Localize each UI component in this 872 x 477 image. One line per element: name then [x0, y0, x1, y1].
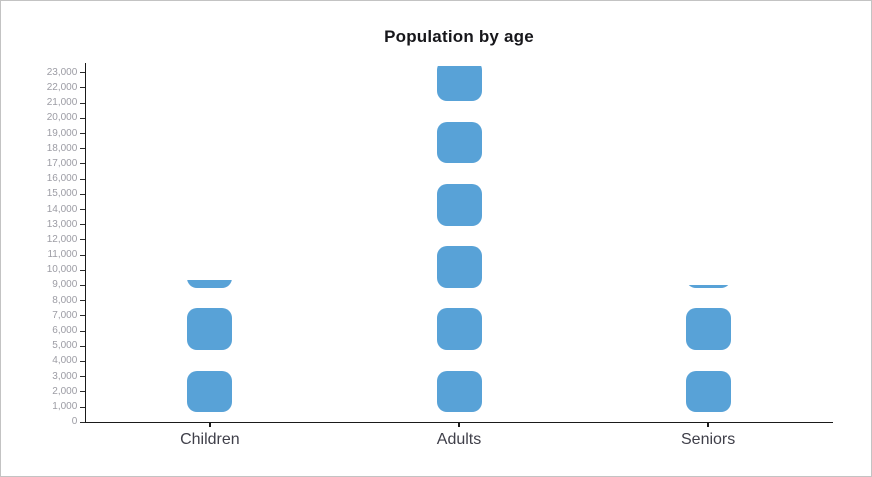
- bar-segment: [436, 121, 482, 164]
- y-tick-label: 17,000: [46, 157, 78, 169]
- y-tick-label: 5,000: [52, 340, 78, 352]
- bar-segment: [436, 308, 482, 350]
- y-tick: [80, 284, 86, 286]
- y-tick: [80, 117, 86, 119]
- y-tick: [80, 148, 86, 150]
- x-tick: [707, 421, 709, 427]
- y-tick: [80, 421, 86, 423]
- y-tick: [80, 193, 86, 195]
- y-tick: [80, 376, 86, 378]
- y-tick: [80, 330, 86, 332]
- y-tick: [80, 345, 86, 347]
- y-tick-label: 6,000: [52, 325, 78, 337]
- y-tick: [80, 315, 86, 317]
- y-tick: [80, 360, 86, 362]
- y-tick-label: 23,000: [46, 66, 78, 78]
- y-tick-label: 9,000: [52, 279, 78, 291]
- bar-seniors[interactable]: [685, 284, 731, 422]
- y-tick: [80, 406, 86, 408]
- y-tick-label: 2,000: [52, 385, 78, 397]
- bar-segment: [436, 66, 482, 102]
- x-category-label: Seniors: [681, 431, 736, 448]
- y-tick-label: 18,000: [46, 142, 78, 154]
- y-tick: [80, 269, 86, 271]
- bar-segment: [685, 284, 731, 288]
- y-tick: [80, 102, 86, 104]
- y-tick-label: 7,000: [52, 309, 78, 321]
- y-tick-label: 0: [71, 416, 78, 428]
- y-tick: [80, 300, 86, 302]
- y-tick: [80, 224, 86, 226]
- bar-segment: [187, 279, 233, 288]
- y-tick-label: 1,000: [52, 401, 78, 412]
- y-tick: [80, 239, 86, 241]
- y-tick-label: 15,000: [46, 188, 78, 200]
- y-tick-label: 12,000: [46, 233, 78, 245]
- x-tick: [458, 421, 460, 427]
- y-tick: [80, 87, 86, 89]
- bar-children[interactable]: [187, 279, 233, 422]
- bar-segment: [436, 246, 482, 288]
- y-tick: [80, 163, 86, 165]
- y-tick: [80, 254, 86, 256]
- y-tick-label: 14,000: [46, 203, 78, 215]
- bar-adults[interactable]: [436, 66, 482, 421]
- y-tick: [80, 133, 86, 135]
- y-axis-line: [85, 63, 87, 423]
- y-tick: [80, 72, 86, 74]
- bar-segment: [436, 370, 482, 412]
- y-tick-label: 4,000: [52, 355, 78, 367]
- y-tick: [80, 209, 86, 211]
- y-tick-label: 20,000: [46, 112, 78, 124]
- x-category-label: Children: [180, 431, 240, 448]
- y-tick-label: 8,000: [52, 294, 78, 306]
- y-tick-label: 21,000: [46, 97, 78, 109]
- y-tick-label: 22,000: [46, 81, 78, 93]
- x-tick: [209, 421, 211, 427]
- y-tick-label: 19,000: [46, 127, 78, 139]
- y-tick-label: 11,000: [47, 249, 78, 261]
- bar-segment: [187, 370, 233, 412]
- bar-segment: [187, 308, 233, 350]
- x-category-label: Adults: [436, 431, 482, 448]
- y-tick: [80, 178, 86, 180]
- chart-title: Population by age: [384, 27, 534, 46]
- y-tick-label: 13,000: [46, 218, 78, 230]
- y-tick-label: 16,000: [46, 173, 78, 185]
- bar-segment: [685, 308, 731, 350]
- bar-segment: [436, 184, 482, 226]
- y-tick: [80, 391, 86, 393]
- y-tick-label: 3,000: [52, 370, 78, 382]
- y-tick-label: 10,000: [46, 264, 78, 276]
- bar-segment: [685, 370, 731, 412]
